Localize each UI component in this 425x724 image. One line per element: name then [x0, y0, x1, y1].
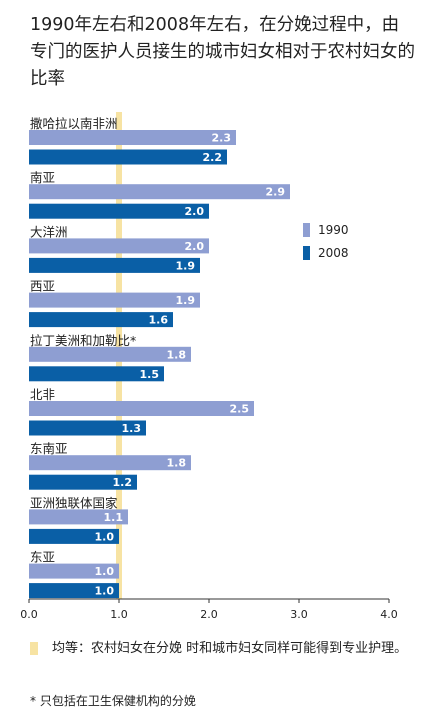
x-tick-label: 2.0 — [200, 608, 218, 621]
legend-swatch-1990 — [303, 223, 310, 237]
bar-2008 — [29, 366, 164, 382]
bar-value-label: 1.8 — [167, 348, 187, 361]
bar-2008 — [29, 203, 209, 219]
bar-value-label: 2.2 — [203, 151, 223, 164]
category-label: 亚洲独联体国家 — [30, 495, 118, 510]
bar-1990 — [29, 455, 191, 471]
chart-title: 1990年左右和2008年左右，在分娩过程中，由专门的医护人员接生的城市妇女相对… — [30, 15, 415, 89]
equal-note-text: 均等：农村妇女在分娩 时和城市妇女同样可能得到专业护理。 — [52, 641, 408, 656]
bar-1990 — [29, 130, 236, 145]
legend-label-2008: 2008 — [318, 246, 349, 260]
bar-1990 — [29, 184, 290, 200]
category-label: 南亚 — [30, 170, 55, 185]
bar-value-label: 2.0 — [185, 240, 205, 253]
footnote: * 只包括在卫生保健机构的分娩 — [30, 694, 196, 708]
bar-2008 — [29, 420, 146, 436]
category-label: 撒哈拉以南非洲 — [30, 116, 118, 131]
bar-2008 — [29, 312, 173, 328]
bar-2008 — [29, 257, 200, 273]
bar-value-label: 2.0 — [185, 205, 205, 218]
legend-item-1990: 1990 — [303, 223, 349, 237]
bar-value-label: 1.5 — [140, 368, 160, 381]
bar-1990 — [29, 238, 209, 254]
bar-1990 — [29, 563, 119, 579]
category-label: 东亚 — [30, 550, 55, 565]
bar-value-label: 1.1 — [104, 511, 124, 524]
equal-swatch — [30, 642, 38, 655]
bar-1990 — [29, 346, 191, 362]
category-label: 西亚 — [30, 279, 55, 294]
bar-value-label: 2.5 — [230, 403, 250, 416]
bar-value-label: 1.3 — [122, 422, 142, 435]
bar-value-label: 1.8 — [167, 457, 187, 470]
equal-note: 均等：农村妇女在分娩 时和城市妇女同样可能得到专业护理。 — [30, 638, 410, 659]
category-label: 东南亚 — [30, 441, 68, 456]
bar-value-label: 1.0 — [95, 530, 115, 543]
category-label: 北非 — [30, 387, 55, 402]
bar-2008 — [29, 583, 119, 599]
bar-2008 — [29, 474, 137, 490]
legend-swatch-2008 — [303, 246, 310, 260]
x-tick-label: 4.0 — [380, 608, 398, 621]
x-tick-label: 1.0 — [110, 608, 128, 621]
bar-value-label: 1.9 — [176, 259, 196, 272]
bar-1990 — [29, 292, 200, 308]
bar-value-label: 1.0 — [95, 565, 115, 578]
x-tick-label: 3.0 — [290, 608, 308, 621]
bar-value-label: 1.6 — [149, 314, 169, 327]
bar-1990 — [29, 401, 254, 416]
legend-label-1990: 1990 — [318, 223, 349, 237]
bar-value-label: 1.0 — [95, 585, 115, 598]
bar-value-label: 1.9 — [176, 294, 196, 307]
category-label: 拉丁美洲和加勒比* — [30, 333, 136, 348]
bar-2008 — [29, 528, 119, 544]
legend-item-2008: 2008 — [303, 246, 349, 260]
category-label: 大洋洲 — [30, 224, 68, 239]
bar-2008 — [29, 149, 227, 165]
bar-value-label: 2.3 — [212, 132, 232, 145]
bar-value-label: 2.9 — [266, 186, 286, 199]
bar-1990 — [29, 509, 128, 525]
bar-value-label: 1.2 — [113, 476, 133, 489]
x-tick-label: 0.0 — [20, 608, 38, 621]
